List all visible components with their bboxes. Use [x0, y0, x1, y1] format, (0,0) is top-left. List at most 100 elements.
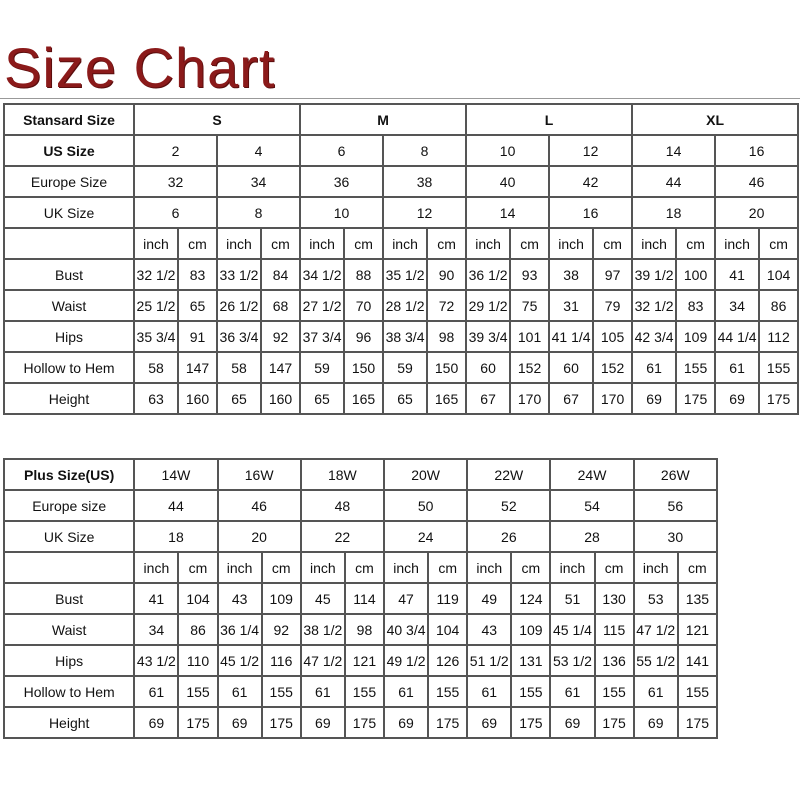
- measurement-row: Bust 41 104 43 109 45 114 47 119 49 124 51 130 53 135: [2, 582, 719, 615]
- measurement-value: 70: [343, 289, 385, 322]
- size-value: 14: [465, 196, 551, 229]
- measurement-value: 84: [259, 258, 302, 291]
- measurement-value: 121: [676, 613, 719, 646]
- measurement-value: 25 1/2: [133, 289, 179, 322]
- measurement-value: 49 1/2: [382, 644, 430, 677]
- measurement-value: 61: [714, 351, 761, 384]
- measurement-row: Waist 25 1/2 65 26 1/2 68 27 1/2 70 28 1/2 72 29 …: [3, 289, 800, 322]
- measurement-value: 67: [548, 382, 595, 415]
- unit-row: inch cm inch cm inch cm inch cm inch cm inch cm inch…: [2, 551, 719, 584]
- measurement-value: 55 1/2: [632, 644, 679, 677]
- measurement-value: 41: [714, 258, 761, 291]
- size-value: 10: [299, 196, 385, 229]
- unit-cm: cm: [177, 551, 219, 584]
- measurement-value: 150: [426, 351, 468, 384]
- measurement-value: 130: [593, 582, 635, 615]
- size-value: 34: [215, 165, 302, 198]
- measurement-value: 59: [382, 351, 429, 384]
- size-value: 2: [133, 134, 218, 167]
- size-value: 16: [548, 196, 634, 229]
- measurement-value: 115: [593, 613, 635, 646]
- measurement-value: 110: [177, 644, 219, 677]
- empty-cell: [3, 227, 135, 260]
- measurement-value: 61: [133, 675, 180, 708]
- measurement-value: 124: [510, 582, 552, 615]
- measurement-value: 69: [549, 706, 596, 739]
- row-label: Waist: [3, 289, 135, 322]
- measurement-value: 53 1/2: [549, 644, 596, 677]
- measurement-value: 28 1/2: [382, 289, 429, 322]
- row-label: Hollow to Hem: [2, 675, 136, 708]
- measurement-value: 34: [714, 289, 761, 322]
- size-value: 14: [631, 134, 717, 167]
- header-row: Plus Size(US) 14W 16W 18W 20W 22W 24W 26W: [2, 458, 719, 491]
- measurement-value: 60: [548, 351, 595, 384]
- standard-size-table: Stansard Size S M L XL US Size 2 4 6 8 10 12 14 16 Eur…: [3, 103, 800, 415]
- size-value: 16: [714, 134, 800, 167]
- size-value: 30: [632, 520, 719, 553]
- measurement-value: 88: [343, 258, 385, 291]
- measurement-value: 29 1/2: [465, 289, 512, 322]
- measurement-value: 126: [427, 644, 469, 677]
- size-value: 6: [299, 134, 385, 167]
- measurement-value: 34: [133, 613, 180, 646]
- size-group-header: M: [299, 103, 468, 136]
- measurement-value: 86: [177, 613, 219, 646]
- measurement-value: 155: [593, 675, 635, 708]
- size-value: 14W: [133, 458, 219, 491]
- measurement-value: 175: [177, 706, 219, 739]
- size-value: 46: [714, 165, 800, 198]
- unit-cm: cm: [343, 551, 386, 584]
- measurement-value: 41: [133, 582, 180, 615]
- measurement-row: Hips 43 1/2 110 45 1/2 116 47 1/2 121 49 1/2 126…: [2, 644, 719, 677]
- size-value: 28: [549, 520, 635, 553]
- measurement-value: 150: [343, 351, 385, 384]
- size-value: 16W: [216, 458, 302, 491]
- measurement-value: 61: [299, 675, 346, 708]
- unit-inch: inch: [133, 551, 180, 584]
- unit-cm: cm: [592, 227, 634, 260]
- unit-cm: cm: [675, 227, 717, 260]
- measurement-value: 175: [260, 706, 302, 739]
- measurement-value: 105: [592, 320, 634, 353]
- measurement-value: 65: [177, 289, 218, 322]
- measurement-value: 160: [259, 382, 302, 415]
- measurement-value: 33 1/2: [216, 258, 262, 291]
- measurement-value: 37 3/4: [299, 320, 346, 353]
- europe-row: Europe size 44 46 48 50 52 54 56: [2, 489, 719, 522]
- unit-cm: cm: [259, 227, 302, 260]
- measurement-value: 69: [466, 706, 513, 739]
- size-value: 18: [133, 520, 219, 553]
- measurement-value: 155: [758, 351, 800, 384]
- measurement-value: 141: [676, 644, 719, 677]
- row-label: Hips: [3, 320, 135, 353]
- size-value: 22W: [466, 458, 552, 491]
- row-label: UK Size: [2, 520, 136, 553]
- measurement-value: 35 3/4: [133, 320, 179, 353]
- measurement-value: 121: [343, 644, 386, 677]
- measurement-value: 93: [509, 258, 551, 291]
- measurement-row: Height 69 175 69 175 69 175 69 175 69 175 69 175 69 17…: [2, 706, 719, 739]
- measurement-value: 170: [509, 382, 551, 415]
- measurement-value: 47 1/2: [632, 613, 679, 646]
- unit-cm: cm: [676, 551, 719, 584]
- measurement-value: 155: [427, 675, 469, 708]
- size-value: 8: [382, 134, 468, 167]
- measurement-value: 69: [133, 706, 180, 739]
- size-value: 6: [133, 196, 218, 229]
- measurement-value: 47 1/2: [299, 644, 346, 677]
- measurement-value: 60: [465, 351, 512, 384]
- size-value: 12: [548, 134, 634, 167]
- measurement-value: 39 1/2: [631, 258, 678, 291]
- measurement-value: 38 1/2: [299, 613, 346, 646]
- row-label: Hips: [2, 644, 136, 677]
- unit-cm: cm: [177, 227, 218, 260]
- measurement-value: 104: [177, 582, 219, 615]
- measurement-value: 104: [427, 613, 469, 646]
- row-label: Bust: [3, 258, 135, 291]
- measurement-value: 34 1/2: [299, 258, 346, 291]
- measurement-value: 155: [260, 675, 302, 708]
- unit-inch: inch: [382, 227, 429, 260]
- measurement-row: Hollow to Hem 61 155 61 155 61 155 61 155 61 155 61…: [2, 675, 719, 708]
- measurement-value: 42 3/4: [631, 320, 678, 353]
